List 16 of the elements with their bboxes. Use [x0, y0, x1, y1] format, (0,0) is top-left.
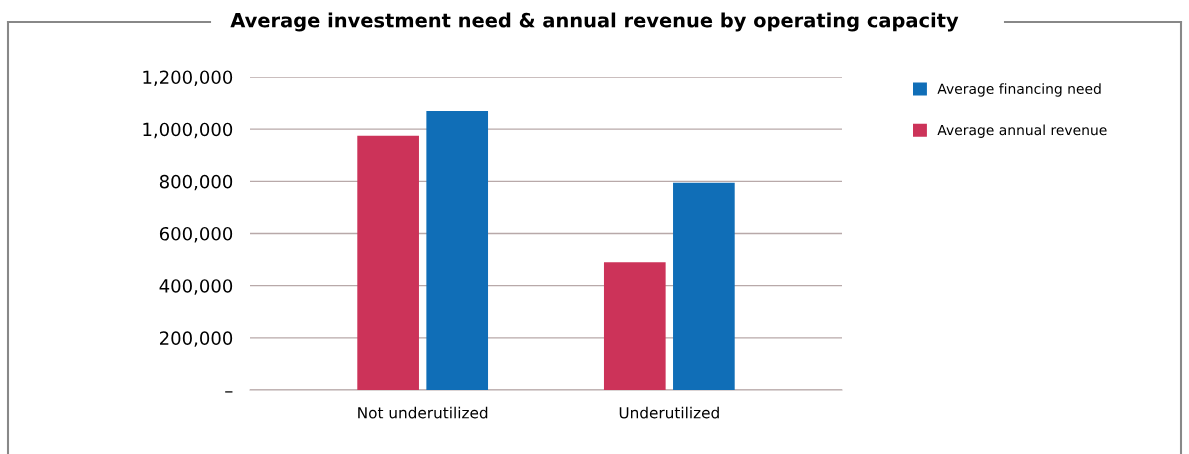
bar — [603, 262, 666, 390]
y-tick-label: – — [225, 391, 233, 393]
bar — [673, 182, 735, 390]
x-tick-label: Underutilized — [619, 406, 719, 419]
bar — [426, 110, 489, 390]
chart-title: Average investment need & annual revenue by operating capacity — [230, 12, 959, 32]
y-tick-label: 1,200,000 — [143, 70, 233, 86]
legend-label: Average annual revenue — [937, 124, 1107, 138]
y-tick-label: 200,000 — [159, 331, 233, 347]
y-tick-label: 400,000 — [159, 279, 233, 295]
y-tick-label: 1,000,000 — [143, 122, 233, 139]
bar — [357, 135, 419, 390]
x-tick-label: Not underutilized — [358, 406, 488, 419]
y-tick-label: 600,000 — [159, 226, 233, 243]
y-tick-label: 800,000 — [159, 174, 233, 191]
legend-label: Average financing need — [937, 83, 1101, 97]
